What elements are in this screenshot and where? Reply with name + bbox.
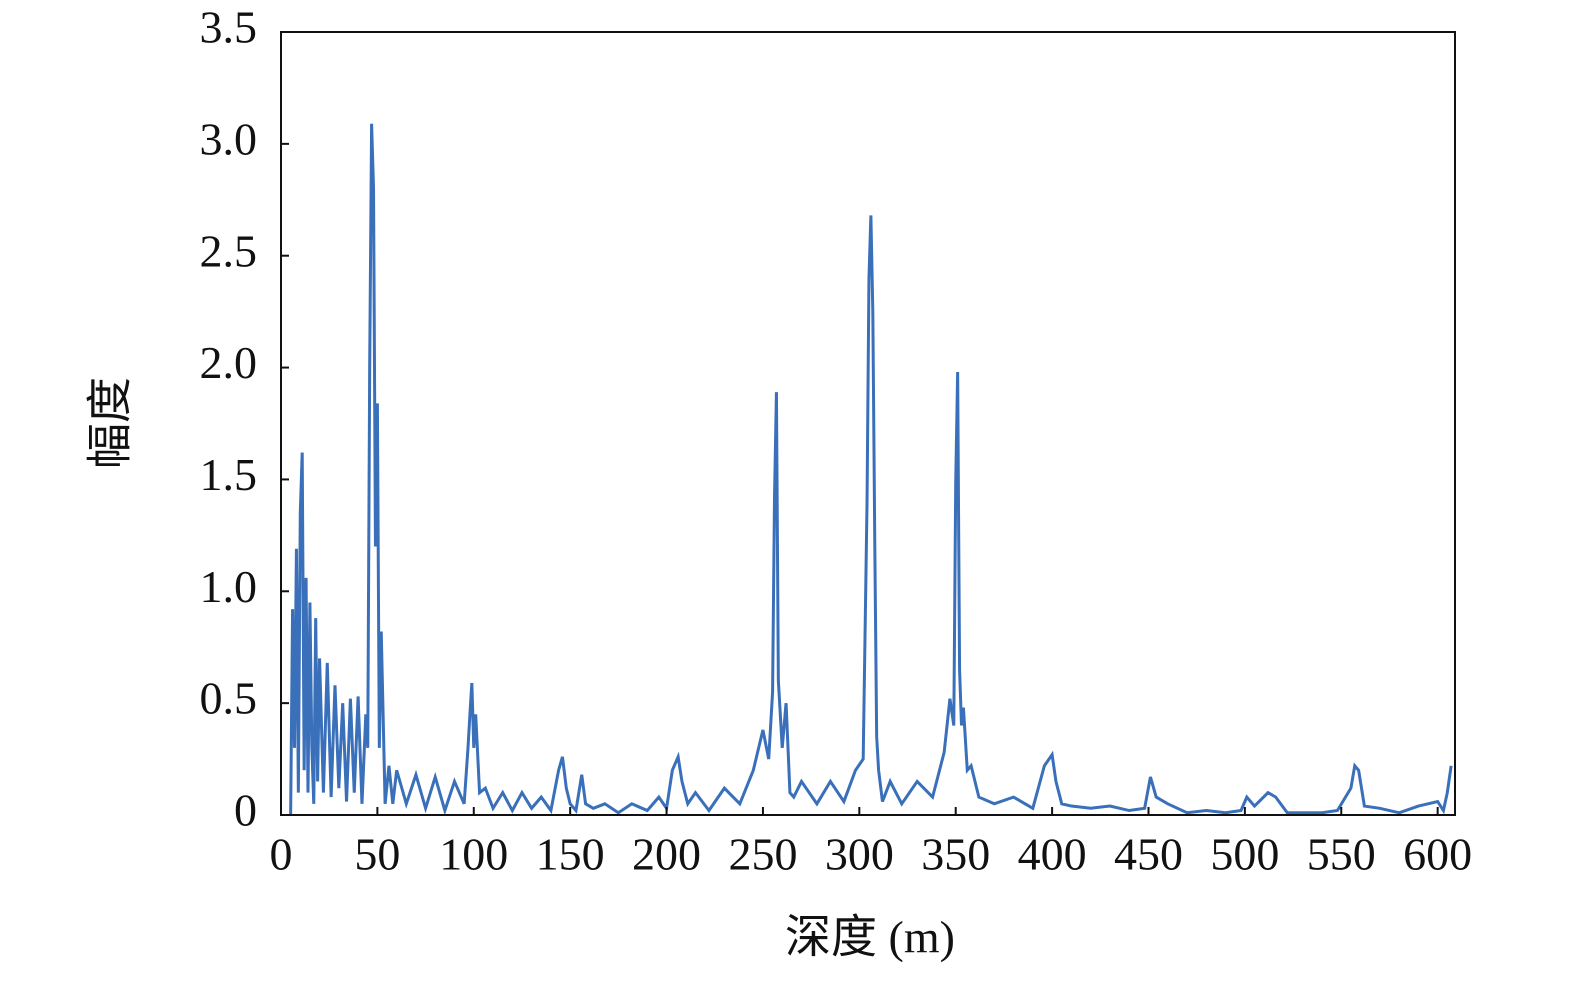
x-tick-label: 250 [728, 829, 797, 880]
x-tick-label: 50 [354, 829, 400, 880]
x-tick-label: 200 [632, 829, 701, 880]
x-tick-label: 0 [270, 829, 293, 880]
y-tick-label: 2.5 [200, 225, 258, 276]
x-tick-label: 450 [1114, 829, 1183, 880]
y-tick-label: 3.0 [200, 113, 258, 164]
plot-frame [280, 31, 1456, 816]
x-tick-label: 400 [1018, 829, 1087, 880]
x-tick-label: 300 [825, 829, 894, 880]
y-tick-label: 2.0 [200, 337, 258, 388]
y-tick-label: 0 [234, 785, 257, 836]
y-tick-label: 3.5 [200, 2, 258, 53]
y-tick-label: 1.0 [200, 561, 258, 612]
y-tick-label: 1.5 [200, 449, 258, 500]
y-axis-label: 幅度 [85, 377, 136, 469]
x-tick-label: 600 [1403, 829, 1472, 880]
x-tick-label: 350 [921, 829, 990, 880]
x-tick-label: 500 [1210, 829, 1279, 880]
x-tick-label: 100 [439, 829, 508, 880]
x-axis-label: 深度 (m) [785, 912, 955, 963]
x-tick-label: 550 [1307, 829, 1376, 880]
data-line [289, 123, 1453, 816]
y-tick-label: 0.5 [200, 673, 258, 724]
x-tick-label: 150 [536, 829, 605, 880]
